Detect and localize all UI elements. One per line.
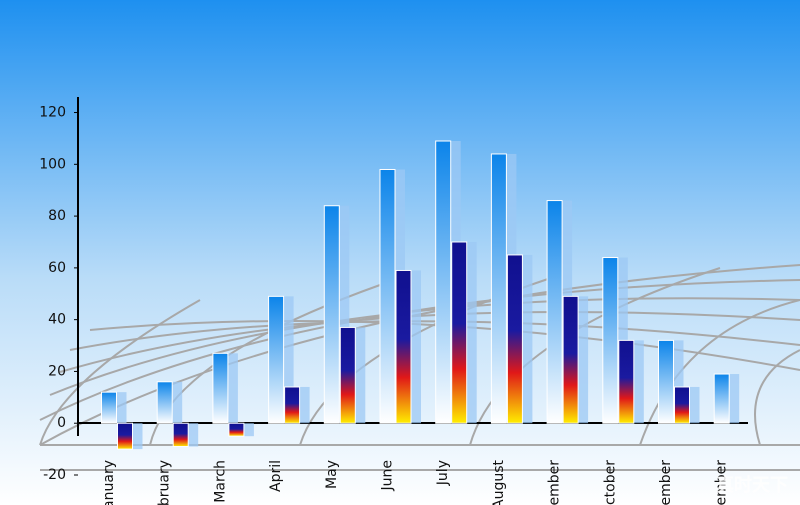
bar [562, 295, 579, 424]
bar [490, 153, 507, 424]
bar [546, 200, 563, 424]
bar [618, 339, 635, 424]
y-tick-label: 40 [48, 312, 66, 328]
bar [506, 254, 523, 424]
y-tick-label: 20 [48, 363, 66, 379]
bar [228, 422, 245, 437]
bar [713, 373, 730, 424]
bar [674, 386, 690, 424]
bar [602, 257, 619, 424]
bar [435, 140, 452, 424]
bar [117, 422, 133, 450]
bar [395, 269, 412, 424]
x-tick-label: August [491, 459, 507, 505]
y-tick-label: 60 [48, 260, 66, 276]
x-tick-label: July [435, 460, 451, 486]
x-tick-label: May [324, 460, 340, 489]
y-tick-label: 100 [39, 156, 66, 172]
bar [379, 168, 396, 424]
y-tick-label: -20 [43, 467, 66, 483]
x-tick-label: anuary [101, 460, 117, 505]
bar [339, 326, 356, 424]
x-tick-label: cember [714, 460, 730, 505]
bar [212, 352, 229, 424]
bar [323, 205, 340, 424]
bar [451, 241, 468, 424]
bar [658, 339, 674, 424]
bar [284, 386, 301, 424]
y-tick-label: 80 [48, 208, 66, 224]
x-tick-label: October [602, 460, 618, 505]
bar [101, 391, 117, 424]
bar [172, 422, 189, 448]
x-tick-label: March [212, 460, 228, 503]
x-tick-label: April [268, 460, 284, 492]
x-tick-label: June [380, 460, 396, 492]
x-tick-label: ember [547, 460, 563, 505]
y-tick-label: 120 [39, 105, 66, 121]
bar [268, 295, 285, 424]
watermark: 真时天下 [716, 474, 788, 496]
bar [156, 381, 173, 424]
x-tick-label: ebruary [157, 460, 173, 505]
x-tick-label: vember [658, 460, 674, 505]
y-tick-label: 0 [57, 415, 66, 431]
